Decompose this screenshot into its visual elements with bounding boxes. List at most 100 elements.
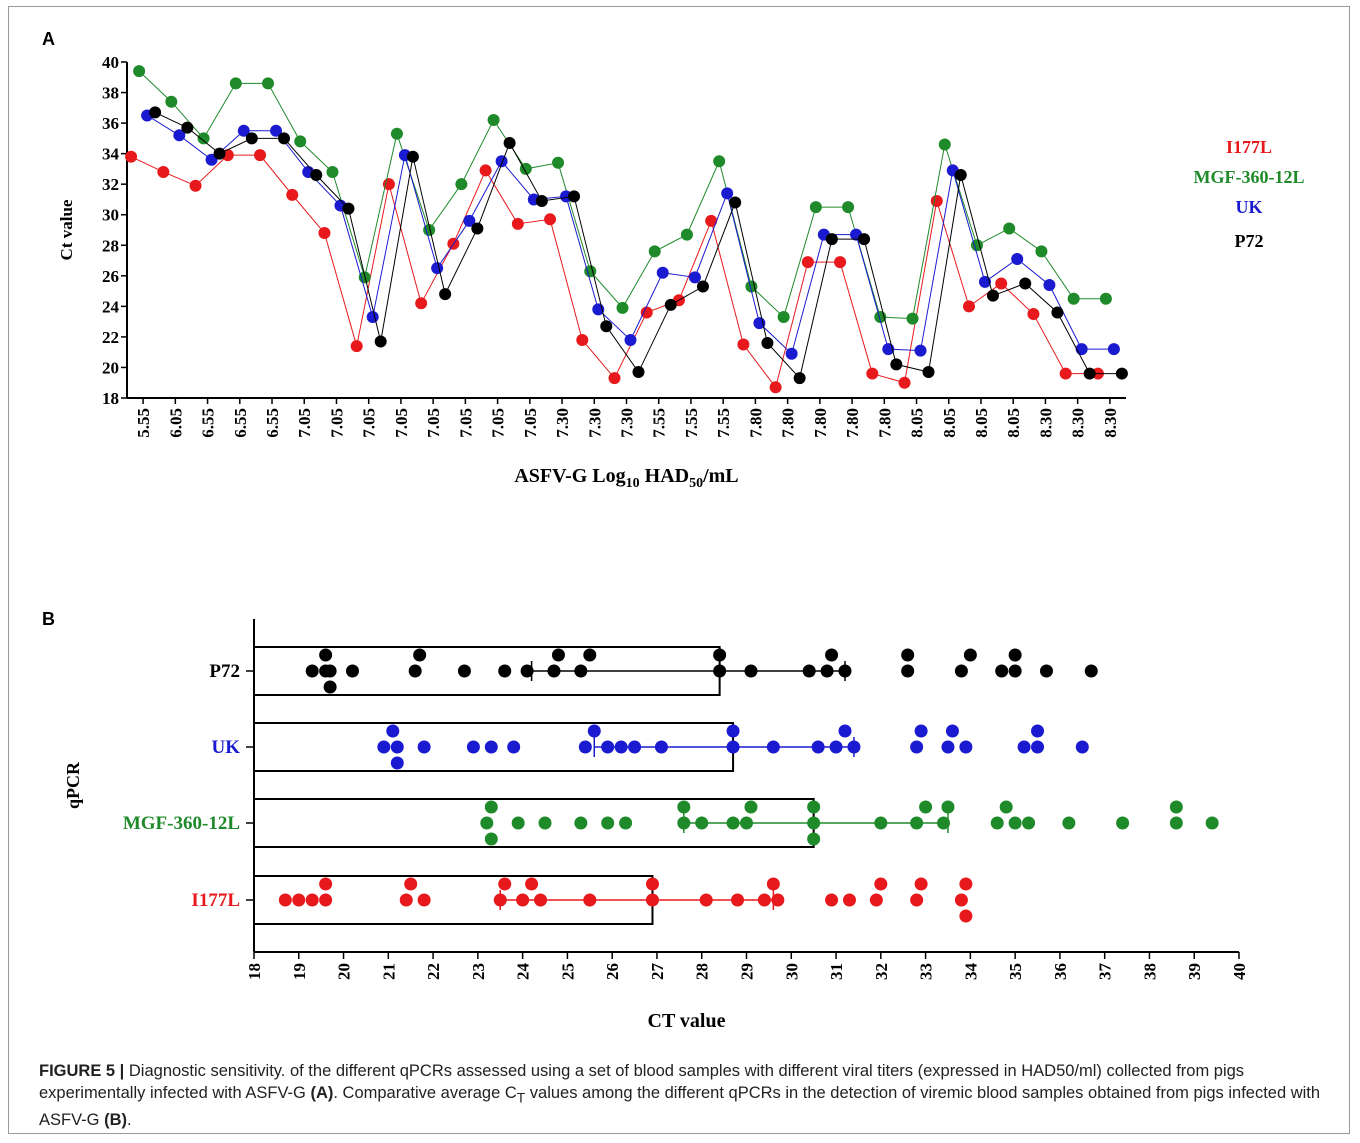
x-tick-label: 34 xyxy=(961,963,980,981)
data-point xyxy=(1169,816,1183,830)
data-point xyxy=(713,155,726,168)
x-tick-label: 21 xyxy=(379,963,398,980)
data-point xyxy=(729,196,742,209)
y-tick-label: 24 xyxy=(102,297,120,316)
x-tick-label: 37 xyxy=(1096,963,1115,981)
y-axis-title: qPCR xyxy=(63,761,83,809)
x-tick-label: 30 xyxy=(782,963,801,980)
y-tick-label: 32 xyxy=(102,175,119,194)
data-point xyxy=(480,816,494,830)
x-tick-label: 25 xyxy=(558,963,577,980)
data-point xyxy=(1039,664,1053,678)
data-point xyxy=(869,893,883,907)
data-point xyxy=(366,311,379,324)
data-point xyxy=(807,800,821,814)
data-point xyxy=(149,106,162,119)
data-point xyxy=(793,372,806,385)
caption-bold-a: (A) xyxy=(310,1084,334,1102)
data-point xyxy=(310,169,323,182)
data-point xyxy=(342,202,355,215)
data-point xyxy=(463,214,476,227)
data-point xyxy=(842,893,856,907)
data-point xyxy=(825,233,838,246)
x-tick-label: 26 xyxy=(603,963,622,980)
x-tick-label: 31 xyxy=(827,963,846,980)
data-point xyxy=(534,893,548,907)
data-point xyxy=(945,724,959,738)
data-point xyxy=(731,893,745,907)
data-point xyxy=(408,664,422,678)
x-tick-label: 7.05 xyxy=(489,408,508,438)
data-point xyxy=(270,124,283,137)
data-point xyxy=(922,366,935,379)
data-point xyxy=(346,664,359,678)
series-line-uk xyxy=(146,115,1114,355)
data-point xyxy=(614,740,628,754)
data-point xyxy=(1035,245,1048,258)
data-point xyxy=(165,95,178,108)
data-point xyxy=(914,724,928,738)
data-point xyxy=(713,648,727,662)
data-point xyxy=(431,262,444,275)
data-point xyxy=(677,816,691,830)
data-point xyxy=(744,664,758,678)
data-point xyxy=(576,333,589,346)
data-point xyxy=(959,909,973,923)
data-point xyxy=(578,740,592,754)
data-point xyxy=(484,832,498,846)
data-point xyxy=(898,376,911,389)
data-point xyxy=(286,188,299,201)
data-point xyxy=(466,740,480,754)
data-point xyxy=(525,877,539,891)
data-point xyxy=(1008,648,1022,662)
data-point xyxy=(583,893,597,907)
data-point xyxy=(930,194,943,207)
data-point xyxy=(745,280,758,293)
panel-a-chart: 18 20 22 24 26 28 30 32 34 36 38 40 5.55 6.05 6.55 6.55… xyxy=(57,53,1304,491)
y-tick-label: 36 xyxy=(102,114,119,133)
x-tick-label: 7.05 xyxy=(521,408,540,438)
data-point xyxy=(583,648,597,662)
x-tick-label: 18 xyxy=(245,963,264,980)
data-point xyxy=(197,132,210,145)
data-point xyxy=(807,832,821,846)
data-point xyxy=(656,266,669,279)
data-point xyxy=(771,893,785,907)
data-point xyxy=(740,816,753,830)
data-point xyxy=(847,740,861,754)
y-tick-label: 34 xyxy=(102,145,120,164)
x-tick-label: 8.30 xyxy=(1101,408,1120,438)
x-tick-label: 35 xyxy=(1006,963,1025,980)
data-point xyxy=(1099,292,1112,305)
data-point xyxy=(990,816,1004,830)
data-point xyxy=(181,121,194,134)
data-point xyxy=(1084,664,1098,678)
data-point xyxy=(213,147,226,160)
data-point xyxy=(645,893,659,907)
data-point xyxy=(962,300,975,313)
x-tick-label: 7.55 xyxy=(682,408,701,438)
data-point xyxy=(1075,740,1089,754)
x-tick-label: 6.05 xyxy=(166,408,185,438)
data-point xyxy=(1008,664,1022,678)
data-point xyxy=(937,816,950,830)
x-tick-label: 6.55 xyxy=(199,408,218,438)
data-point xyxy=(535,194,548,207)
data-point xyxy=(406,150,419,163)
data-point xyxy=(390,740,404,754)
caption-sub: T xyxy=(516,1090,526,1106)
data-point xyxy=(374,335,387,348)
data-point xyxy=(1017,740,1031,754)
x-tick-label: 23 xyxy=(469,963,488,980)
data-point xyxy=(802,664,816,678)
data-point xyxy=(305,893,319,907)
data-point xyxy=(825,648,839,662)
y-tick-label: 18 xyxy=(102,389,119,408)
data-point xyxy=(688,271,701,284)
data-point xyxy=(632,366,645,379)
data-point xyxy=(616,301,629,314)
x-tick-label: 39 xyxy=(1185,963,1204,980)
caption-text-1: Diagnostic sensitivity. of the different… xyxy=(39,1062,1245,1102)
data-point xyxy=(323,664,337,678)
data-point xyxy=(874,816,888,830)
